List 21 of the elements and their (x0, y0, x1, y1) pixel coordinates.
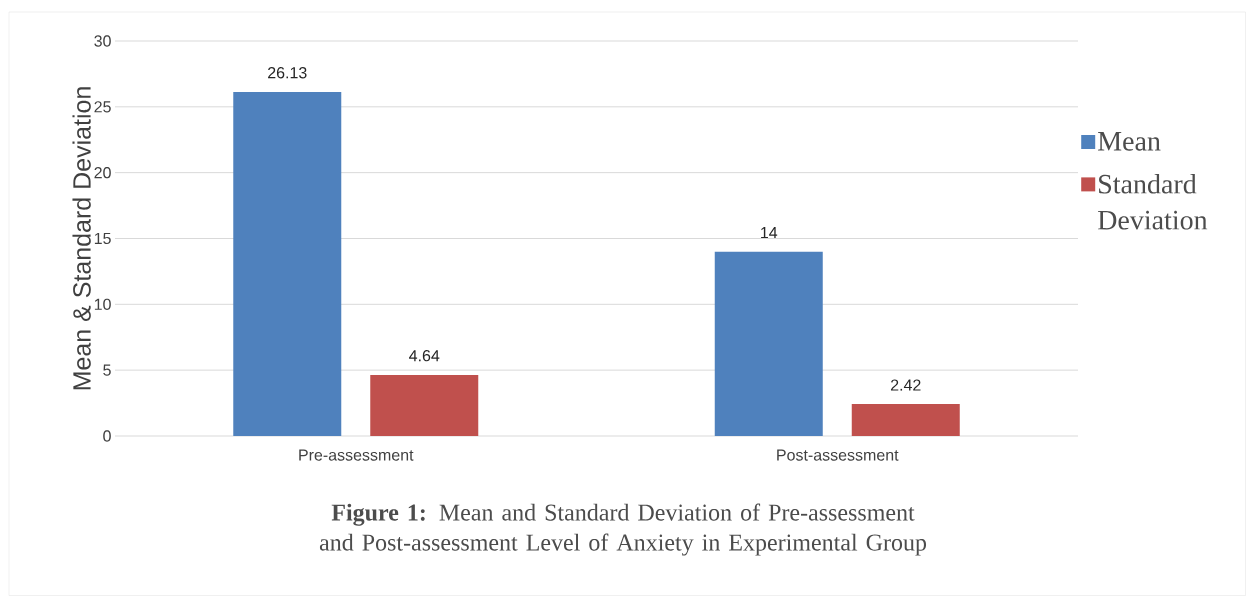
y-tick-label: 25 (94, 101, 111, 113)
y-tick-label: 30 (94, 35, 111, 47)
bar (233, 91, 342, 436)
y-tick-label: 15 (94, 232, 111, 245)
data-label: 2.42 (890, 379, 921, 391)
x-tick-label: Pre-assessment (299, 449, 414, 461)
y-tick-label: 0 (103, 430, 111, 442)
legend-label: Standard Deviation (1098, 173, 1208, 230)
legend-label: Mean (1098, 132, 1161, 151)
data-label: 4.64 (409, 350, 440, 362)
y-tick-label: 10 (94, 298, 111, 310)
x-tick-label: Post-assessment (777, 449, 899, 461)
y-tick-label: 20 (94, 167, 111, 179)
y-tick-label: 5 (103, 364, 111, 376)
data-label: 14 (761, 227, 778, 239)
bar (851, 404, 960, 436)
text: Figure 1: Mean and Standard Deviation of Pre-assessment and Post-assessment Level of Anxiety in Experimental Group (319, 503, 927, 556)
y-axis-title: Mean & Standard Deviation (72, 87, 91, 390)
bar (370, 374, 479, 436)
data-label: 26.13 (268, 67, 307, 79)
bar (714, 251, 823, 436)
